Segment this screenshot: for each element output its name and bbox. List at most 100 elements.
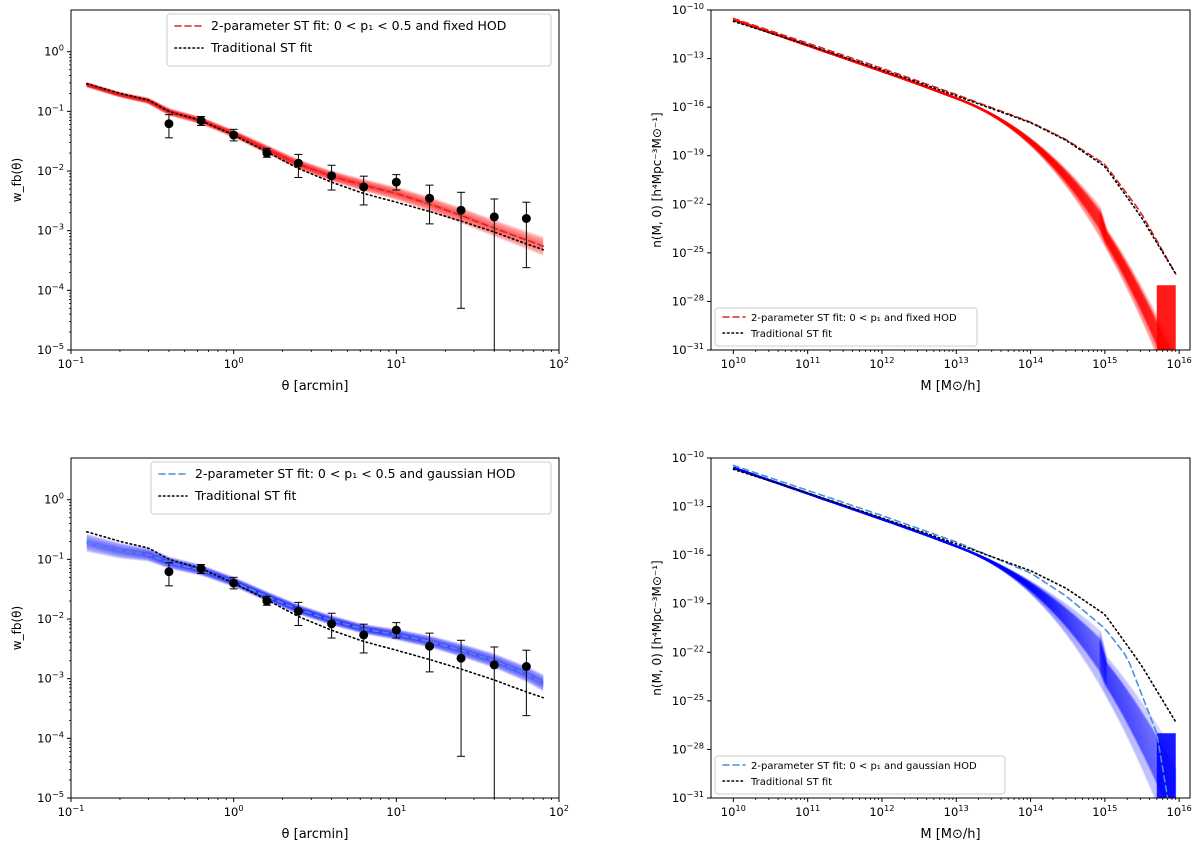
data-point-2	[229, 576, 239, 590]
x-tick-label: 1013	[944, 803, 969, 819]
data-point-3	[262, 147, 272, 158]
sample-curve	[86, 82, 544, 244]
legend: 2-parameter ST fit: 0 < p₁ < 0.5 and fix…	[166, 13, 552, 67]
sample-curve	[733, 466, 1177, 787]
y-tick-label: 10−22	[672, 643, 704, 659]
sample-curve	[86, 82, 544, 241]
sample-curve	[86, 85, 544, 256]
data-point-4	[293, 601, 303, 626]
legend-label: 2-parameter ST fit: 0 < p₁ and gaussian …	[751, 761, 977, 772]
data-marker	[229, 130, 239, 140]
sample-curve	[86, 535, 544, 678]
data-point-7	[391, 622, 401, 639]
y-tick-label: 10−3	[37, 670, 64, 686]
legend: 2-parameter ST fit: 0 < p₁ and fixed HOD…	[714, 307, 978, 347]
y-tick-label: 10−13	[672, 50, 704, 66]
y-tick-label: 10−2	[37, 610, 64, 626]
y-tick-label: 100	[44, 43, 64, 59]
data-marker	[164, 567, 174, 577]
x-tick-label: 101	[386, 355, 406, 371]
axis-ticks: 1010 1011 1012 1013 1014 1015 1016 10−31 10−28 10…	[672, 1, 1192, 371]
data-marker	[196, 116, 206, 126]
sample-curve	[86, 534, 544, 678]
sample-curve	[733, 466, 1177, 773]
sample-curve	[733, 466, 1177, 794]
x-axis-label: θ [arcmin]	[282, 827, 349, 842]
y-tick-label: 10−28	[672, 292, 704, 308]
legend-box	[166, 13, 552, 67]
data-marker	[521, 662, 531, 672]
sample-curve	[733, 466, 1177, 771]
sample-curve	[86, 545, 544, 688]
sample-curve	[733, 466, 1177, 756]
data-marker	[359, 630, 369, 640]
data-marker	[425, 193, 435, 203]
sample-curve	[86, 84, 544, 251]
sample-curve	[733, 466, 1177, 792]
sample-curve	[86, 546, 544, 689]
x-axis-label: θ [arcmin]	[282, 379, 349, 394]
sample-curve	[733, 466, 1177, 758]
legend-box	[714, 307, 978, 347]
sample-curve	[733, 18, 1174, 350]
data-point-5	[327, 612, 337, 639]
y-tick-label: 10−4	[37, 729, 64, 745]
x-axis-label: M [M⊙/h]	[920, 827, 980, 842]
y-tick-label: 10−2	[37, 162, 64, 178]
sample-curve	[733, 466, 1177, 789]
data-marker	[196, 564, 206, 574]
sample-curve	[733, 466, 1177, 776]
data-marker	[293, 158, 303, 168]
data-point-11	[521, 201, 531, 269]
series-line-1	[86, 531, 544, 699]
sample-curve	[733, 466, 1177, 765]
sample-curve	[86, 81, 544, 239]
sample-curve	[86, 84, 544, 253]
sample-curve	[86, 548, 544, 690]
sample-curve	[733, 466, 1177, 769]
data-point-9	[456, 191, 466, 309]
sample-curve	[86, 547, 544, 690]
sample-curve	[86, 82, 544, 245]
data-point-1	[196, 564, 206, 574]
data-point-2	[229, 128, 239, 142]
sample-curve	[86, 82, 544, 243]
x-tick-label: 102	[549, 355, 569, 371]
data-point-3	[262, 595, 272, 606]
data-marker	[262, 596, 272, 606]
sample-curve	[733, 466, 1177, 790]
y-axis-label: w_fb(θ)	[10, 158, 24, 202]
y-tick-label: 10−25	[672, 692, 704, 708]
sample-curve	[86, 85, 544, 255]
axes-frame	[710, 457, 1191, 799]
x-tick-label: 102	[549, 803, 569, 819]
sample-curve	[86, 84, 544, 251]
y-tick-label: 10−3	[37, 222, 64, 238]
legend-box	[150, 461, 552, 515]
data-point-8	[425, 632, 435, 673]
x-tick-label: 10−1	[58, 803, 85, 819]
sample-curve	[86, 82, 544, 241]
sample-curve	[86, 548, 544, 691]
data-marker	[262, 148, 272, 158]
y-tick-label: 10−1	[37, 550, 64, 566]
legend-label: Traditional ST fit	[194, 488, 296, 503]
legend-label: 2-parameter ST fit: 0 < p₁ and fixed HOD	[751, 313, 957, 324]
sample-curve	[86, 81, 544, 240]
x-tick-label: 100	[224, 803, 244, 819]
series-line-1	[732, 468, 1177, 723]
sample-curve	[733, 466, 1177, 760]
sample-curve	[86, 537, 544, 681]
data-marker	[425, 641, 435, 651]
sample-curve	[86, 82, 544, 243]
y-axis-label: w_fb(θ)	[10, 606, 24, 650]
axes-frame	[710, 9, 1191, 351]
x-tick-label: 1012	[869, 803, 894, 819]
y-tick-label: 10−4	[37, 281, 64, 297]
sample-curve	[733, 466, 1177, 763]
x-tick-label: 1015	[1092, 355, 1117, 371]
sample-curve	[733, 466, 1177, 797]
y-tick-label: 10−31	[672, 789, 704, 805]
sample-curve	[86, 85, 544, 256]
